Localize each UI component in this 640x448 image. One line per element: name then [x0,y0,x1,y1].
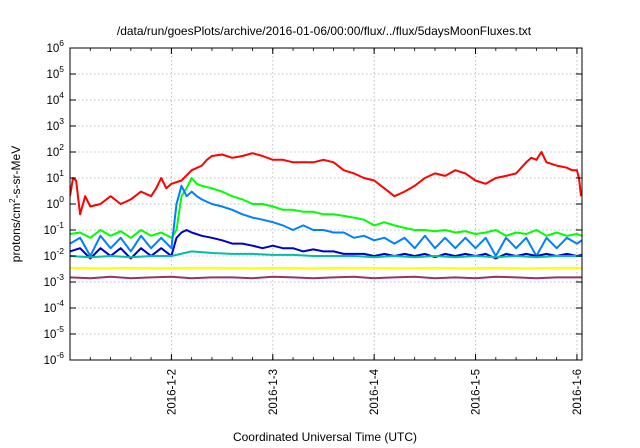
y-axis-label-suffix: -s-sr-MeV [9,146,23,199]
x-tick-label: 2016-1-5 [471,369,483,415]
y-tick-label: 101 [46,168,64,185]
x-tick-label: 2016-1-3 [268,369,280,415]
y-tick-label: 10-1 [44,220,65,237]
y-tick-label: 10-2 [44,246,65,263]
y-tick-label-exponent: 4 [59,90,64,100]
y-tick-label-base: 10 [46,199,59,211]
y-tick-label-base: 10 [44,225,57,237]
y-tick-label: 10-5 [44,324,65,341]
y-tick-label: 10-6 [44,350,65,367]
y-tick-label-exponent: 1 [59,168,64,178]
y-tick-label-exponent: -3 [56,272,64,282]
series-line-7 [70,275,582,280]
y-tick-label: 10-4 [44,298,65,315]
x-axis-label: Coordinated Universal Time (UTC) [233,430,417,444]
y-tick-label-base: 10 [44,303,57,315]
series-layer [70,151,582,280]
y-tick-label: 100 [46,194,64,211]
y-tick-label-base: 10 [46,173,59,185]
y-tick-label-base: 10 [44,251,57,263]
y-tick-label-exponent: 6 [59,38,64,48]
series-line-1 [70,151,582,216]
y-tick-label-exponent: -6 [56,350,64,360]
y-tick-label: 102 [46,142,64,159]
series-line-2 [70,177,582,239]
y-tick-label-base: 10 [46,95,59,107]
y-tick-label-exponent: -5 [56,324,64,334]
y-tick-label-exponent: 3 [59,116,64,126]
y-tick-label-exponent: 5 [59,64,64,74]
y-tick-label-base: 10 [46,121,59,133]
y-tick-label-base: 10 [44,355,57,367]
x-axis: 2016-1-2 2016-1-3 2016-1-4 2016-1-5 2016-1-6 [69,48,584,415]
y-tick-label-exponent: -4 [56,298,64,308]
y-tick-label-exponent: 0 [59,194,64,204]
y-axis-label-exponent: 2 [8,198,17,203]
y-tick-label: 104 [46,90,64,107]
x-tick-label: 2016-1-4 [369,368,381,415]
y-tick-label: 105 [46,64,64,81]
y-axis-label: protons/cm2-s-sr-MeV [8,146,23,262]
y-tick-label-base: 10 [44,329,57,341]
y-tick-label-exponent: -2 [56,246,64,256]
x-tick-label: 2016-1-6 [572,369,584,415]
y-tick-label-base: 10 [46,43,59,55]
series-line-5 [70,250,582,259]
y-tick-label-exponent: 2 [59,142,64,152]
y-tick-label-base: 10 [46,69,59,81]
y-tick-label-base: 10 [44,277,57,289]
y-axis-label-unit: protons/cm [9,203,23,262]
series-line-3 [70,184,582,257]
chart-title: /data/run/goesPlots/archive/2016-01-06/0… [117,24,532,38]
y-tick-label-base: 10 [46,147,59,159]
y-tick-label-exponent: -1 [56,220,64,230]
y-tick-label: 103 [46,116,64,133]
x-tick-label: 2016-1-2 [166,369,178,415]
y-axis: 10610510410310210110010-110-210-310-410-… [44,38,582,367]
y-tick-label: 10-3 [44,272,65,289]
y-tick-label: 106 [46,38,64,55]
